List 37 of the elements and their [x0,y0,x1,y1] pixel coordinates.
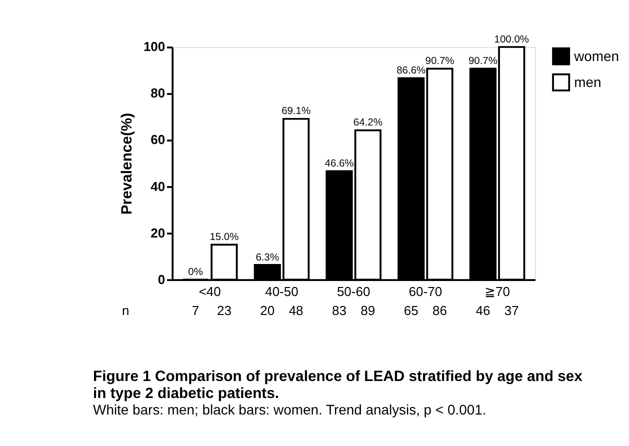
y-tick-label: 100 [143,39,166,54]
data-label: 46.6% [324,158,354,170]
legend-label: women [573,48,620,64]
y-axis-title: Prevalence(%) [119,112,136,215]
text: 37 [504,302,519,318]
text: Figure 1 Comparison of prevalence of LEAD stratified by age and sex in type 2 diabetic patients. [93,369,584,402]
text: 23 [216,302,232,318]
text: 86 [432,302,448,318]
text: 89 [360,302,376,318]
data-label: 90.7% [468,56,498,67]
legend-label: men [574,74,602,90]
y-tick-label: 80 [150,86,166,101]
text: 83 [332,302,346,318]
y-tick-label: 0 [158,272,166,287]
x-tick-label: ≧70 [484,284,510,299]
y-tick-label: 40 [150,178,166,194]
text: White bars: men; black bars: women. Trend analysis, p < 0.001. [93,402,486,418]
data-label: 64.2% [353,118,382,129]
data-label: 90.7% [425,56,454,67]
x-tick-label: 50-60 [336,284,370,299]
text: 20 [260,302,275,318]
data-label: 86.6% [396,66,426,77]
text: 7 [192,302,200,318]
text: n [122,302,130,318]
data-label: 100.0% [494,34,529,46]
data-label: 0% [188,266,203,278]
y-tick-label: 20 [150,225,166,240]
text: 65 [404,302,418,318]
x-tick-label: 60-70 [408,284,442,299]
data-label: 69.1% [282,106,311,118]
text: 48 [288,302,304,318]
x-tick-label: <40 [198,284,221,299]
data-label: 15.0% [210,232,239,244]
y-tick-label: 60 [150,132,166,148]
text: 46 [476,302,490,318]
data-label: 6.3% [256,252,280,264]
x-tick-label: 40-50 [265,284,298,299]
